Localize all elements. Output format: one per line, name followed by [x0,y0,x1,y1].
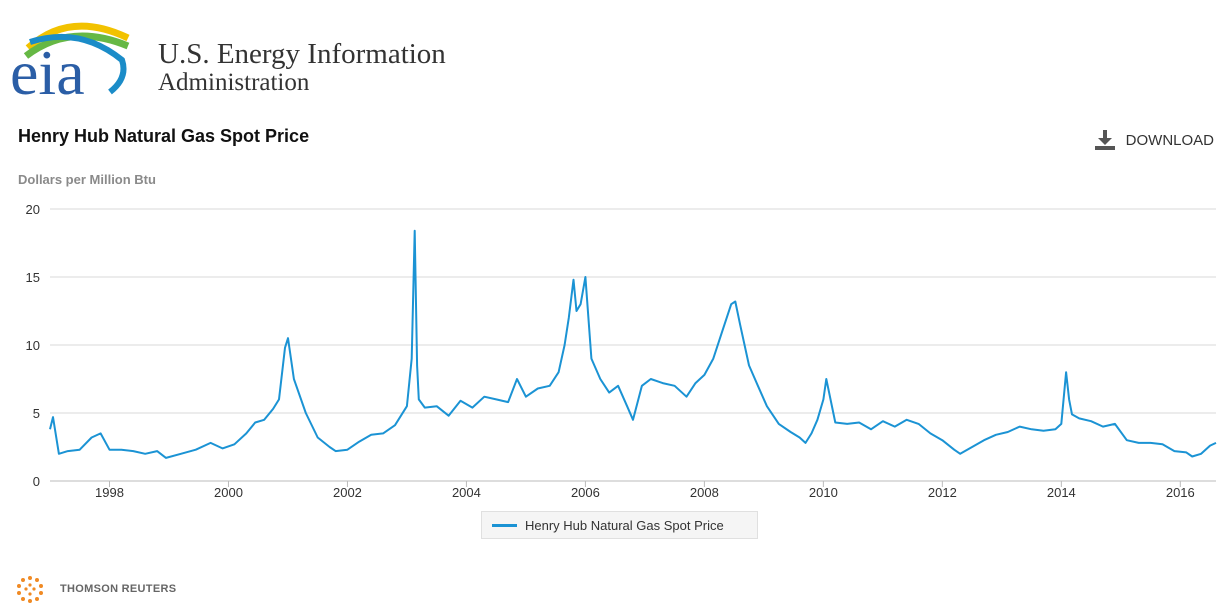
eia-logo: eia [10,8,140,108]
thomson-reuters-logo [17,576,43,603]
legend[interactable]: Henry Hub Natural Gas Spot Price [481,511,758,539]
x-tick-label: 2004 [452,485,481,500]
eia-logo-mark: eia [10,22,130,108]
x-tick-label: 2002 [333,485,362,500]
x-tick-label: 2010 [809,485,838,500]
legend-swatch [492,523,517,527]
org-name-line2: Administration [158,69,310,96]
data-credit-text: THOMSON REUTERS [60,583,177,595]
org-name-line1: U.S. Energy Information [158,38,446,70]
data-credit: THOMSON REUTERS [10,574,176,604]
y-tick-label: 10 [26,338,40,353]
x-tick-label: 2014 [1047,485,1076,500]
x-tick-label: 2012 [928,485,957,500]
chart-title: Henry Hub Natural Gas Spot Price [18,126,310,146]
x-tick-label: 1998 [95,485,124,500]
y-tick-label: 20 [26,202,40,217]
x-tick-label: 2008 [690,485,719,500]
x-tick-label: 2016 [1166,485,1195,500]
y-tick-label: 15 [26,270,40,285]
y-tick-label: 5 [33,406,40,421]
x-tick-label: 2006 [571,485,600,500]
eia-logo-text: eia [10,37,85,100]
x-tick-label: 2000 [214,485,243,500]
y-tick-label: 0 [33,474,40,489]
line-chart: 0 5 10 15 20 1998 2000 2002 2004 2006 2008 2010 2012… [26,202,1217,500]
series-line-henry-hub [49,229,1217,459]
download-icon [1094,130,1115,150]
legend-label: Henry Hub Natural Gas Spot Price [525,517,724,533]
download-label: DOWNLOAD [1125,131,1214,149]
org-name: U.S. Energy Information Administration [158,38,446,96]
y-axis-label: Dollars per Million Btu [18,172,156,187]
download-button[interactable]: DOWNLOAD [1094,130,1214,150]
